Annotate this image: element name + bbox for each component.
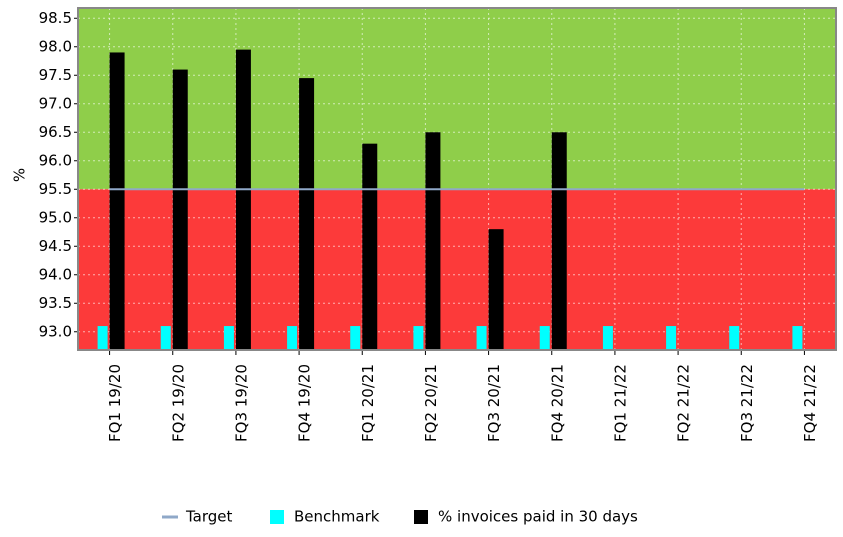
y-tick-label: 97.0 bbox=[39, 94, 72, 112]
y-tick-label: 95.0 bbox=[39, 208, 72, 226]
bar bbox=[235, 49, 251, 351]
y-tick-label: 98.0 bbox=[39, 37, 72, 55]
y-tick-label: 93.0 bbox=[39, 322, 72, 340]
y-tick-label: 97.5 bbox=[39, 66, 72, 84]
bar bbox=[223, 326, 234, 350]
bar bbox=[97, 326, 108, 350]
x-tick-label: FQ2 19/20 bbox=[169, 364, 187, 442]
x-tick-label: FQ4 19/20 bbox=[296, 364, 314, 442]
x-tick-label: FQ3 21/22 bbox=[738, 364, 756, 442]
y-tick-label: 96.5 bbox=[39, 123, 72, 141]
bar bbox=[172, 69, 188, 350]
bar bbox=[539, 326, 550, 350]
legend-label: Benchmark bbox=[294, 508, 380, 526]
legend-label: % invoices paid in 30 days bbox=[438, 508, 638, 526]
x-tick-label: FQ4 20/21 bbox=[548, 364, 566, 442]
plot-border bbox=[77, 7, 837, 351]
y-tick-label: 98.5 bbox=[39, 9, 72, 27]
bar bbox=[602, 326, 613, 350]
y-tick-label: 95.5 bbox=[39, 180, 72, 198]
bar bbox=[476, 326, 487, 350]
below-target-zone bbox=[78, 189, 836, 350]
x-tick-label: FQ2 21/22 bbox=[675, 364, 693, 442]
x-tick-label: FQ2 20/21 bbox=[422, 364, 440, 442]
bar bbox=[350, 326, 361, 350]
bar bbox=[551, 132, 567, 350]
y-tick-label: 93.5 bbox=[39, 294, 72, 312]
x-tick-label: FQ3 20/21 bbox=[485, 364, 503, 442]
x-tick-label: FQ4 21/22 bbox=[801, 364, 819, 442]
bar bbox=[299, 78, 315, 351]
y-tick-label: 96.0 bbox=[39, 151, 72, 169]
y-tick-label: 94.5 bbox=[39, 237, 72, 255]
above-target-zone bbox=[78, 8, 836, 190]
bar bbox=[287, 326, 298, 350]
bar bbox=[413, 326, 424, 350]
x-tick-label: FQ3 19/20 bbox=[232, 364, 250, 442]
y-axis-label: % bbox=[11, 168, 29, 182]
bar bbox=[425, 132, 441, 350]
bar bbox=[729, 326, 740, 350]
bar bbox=[109, 52, 125, 351]
x-tick-label: FQ1 19/20 bbox=[106, 364, 124, 442]
x-tick-label: FQ1 21/22 bbox=[611, 364, 629, 442]
x-tick-label: FQ1 20/21 bbox=[359, 364, 377, 442]
bar bbox=[792, 326, 803, 350]
bar bbox=[160, 326, 171, 350]
bar bbox=[488, 229, 504, 350]
bar bbox=[666, 326, 677, 350]
y-tick-label: 94.0 bbox=[39, 265, 72, 283]
legend-label: Target bbox=[185, 508, 233, 526]
bar bbox=[362, 143, 378, 350]
legend-swatch bbox=[270, 510, 284, 524]
legend-swatch bbox=[414, 510, 428, 524]
